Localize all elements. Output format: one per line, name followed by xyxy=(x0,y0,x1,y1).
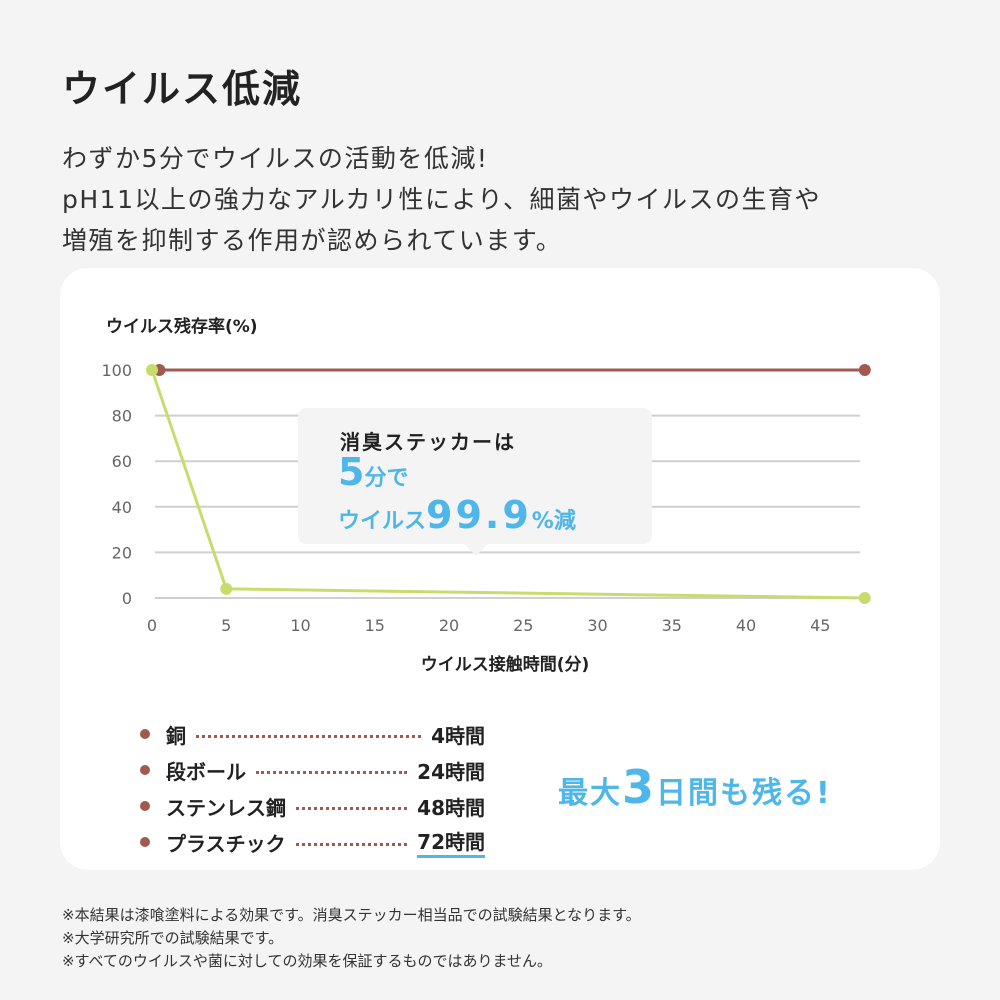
callout-number: 5 xyxy=(338,450,365,494)
data-point xyxy=(220,582,233,595)
bullet-icon xyxy=(140,729,150,739)
list-item: 段ボール 24時間 xyxy=(140,752,485,788)
x-tick-label: 30 xyxy=(587,616,607,635)
callout-text: 分で xyxy=(364,466,409,491)
x-tick-label: 5 xyxy=(221,616,231,635)
footnote: ※大学研究所での試験結果です。 xyxy=(62,929,284,947)
callout-text: ウイルス xyxy=(338,509,427,534)
item-label: 銅 xyxy=(166,723,186,748)
y-tick-label: 40 xyxy=(112,498,132,517)
item-value: 48時間 xyxy=(417,795,485,820)
list-item: プラスチック 72時間 xyxy=(140,824,485,860)
intro-line: わずか5分でウイルスの活動を低減! xyxy=(62,144,489,173)
x-tick-label: 35 xyxy=(662,616,682,635)
item-value: 24時間 xyxy=(417,759,485,784)
x-tick-label: 15 xyxy=(365,616,385,635)
y-tick-label: 60 xyxy=(112,452,132,471)
bullet-icon xyxy=(140,837,150,847)
x-axis-label: ウイルス接触時間(分) xyxy=(421,654,590,675)
max-number: 3 xyxy=(622,760,657,814)
leader-dots xyxy=(196,734,422,738)
bullet-icon xyxy=(140,765,150,775)
max-days-callout: 最大3日間も残る! xyxy=(558,760,832,814)
callout-number: 99.9 xyxy=(426,493,532,537)
leader-dots xyxy=(295,842,408,846)
item-label: 段ボール xyxy=(166,759,246,784)
data-point xyxy=(858,364,871,376)
callout-bubble: 消臭ステッカーは 5分で ウイルス99.9%減 xyxy=(298,408,652,556)
callout-text: %減 xyxy=(531,509,576,534)
x-tick-label: 20 xyxy=(439,616,459,635)
item-label: プラスチック xyxy=(166,831,286,856)
y-tick-label: 0 xyxy=(122,589,132,608)
callout-heading: 消臭ステッカーは xyxy=(340,430,516,454)
intro-text: わずか5分でウイルスの活動を低減! pH11以上の強力なアルカリ性により、細菌や… xyxy=(62,138,821,261)
list-item: ステンレス鋼 48時間 xyxy=(140,788,485,824)
footnote: ※すべてのウイルスや菌に対しての効果を保証するものではありません。 xyxy=(62,952,553,970)
intro-line: pH11以上の強力なアルカリ性により、細菌やウイルスの生育や xyxy=(62,185,821,214)
x-tick-label: 0 xyxy=(147,616,157,635)
page-title: ウイルス低減 xyxy=(62,67,303,111)
survival-list: 銅 4時間 段ボール 24時間 ステンレス鋼 48時間 プラスチック 72時間 xyxy=(140,716,485,860)
chart-card xyxy=(60,268,940,870)
leader-dots xyxy=(256,770,408,774)
bullet-icon xyxy=(140,801,150,811)
max-text: 日間も残る! xyxy=(656,776,832,811)
y-tick-label: 80 xyxy=(112,407,132,426)
item-value: 72時間 xyxy=(417,826,485,858)
x-tick-label: 40 xyxy=(736,616,756,635)
y-axis-label: ウイルス残存率(%) xyxy=(106,317,258,337)
max-text: 最大 xyxy=(558,776,622,811)
y-tick-label: 20 xyxy=(112,543,132,562)
intro-line: 増殖を抑制する作用が認められています。 xyxy=(62,226,563,255)
footnotes: ※本結果は漆喰塗料による効果です。消臭ステッカー相当品での試験結果となります。 … xyxy=(62,904,641,973)
item-label: ステンレス鋼 xyxy=(166,795,286,820)
callout-highlight: 5分で ウイルス99.9%減 xyxy=(338,453,576,540)
y-tick-label: 100 xyxy=(101,361,132,380)
leader-dots xyxy=(296,806,408,810)
data-point xyxy=(146,364,158,376)
data-point xyxy=(858,592,871,604)
footnote: ※本結果は漆喰塗料による効果です。消臭ステッカー相当品での試験結果となります。 xyxy=(62,906,641,924)
x-tick-label: 10 xyxy=(290,616,310,635)
list-item: 銅 4時間 xyxy=(140,716,485,752)
item-value: 4時間 xyxy=(431,723,485,748)
x-tick-label: 25 xyxy=(513,616,533,635)
x-tick-label: 45 xyxy=(810,616,830,635)
